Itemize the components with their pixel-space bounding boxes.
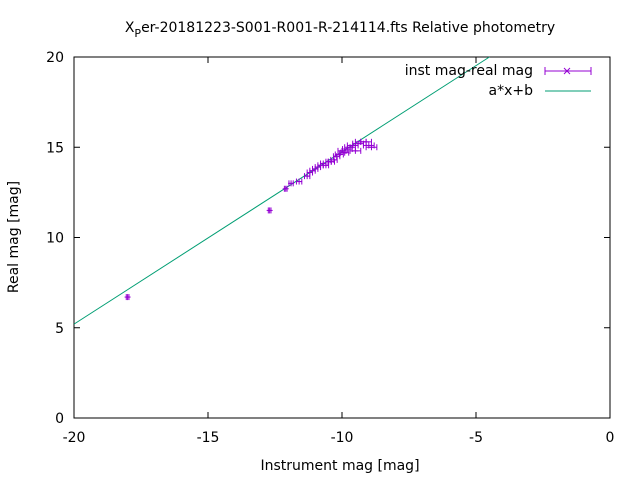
y-tick-label: 15 <box>46 140 64 156</box>
data-point <box>295 178 303 185</box>
x-axis: -20 -15 -10 -5 0 <box>63 57 615 446</box>
title-part-2: er-20181223-S001-R001-R-214114.fts Relat… <box>141 20 555 36</box>
data-point <box>288 180 295 187</box>
y-tick-label: 10 <box>46 231 64 247</box>
data-point <box>266 207 273 214</box>
y-tick-label: 5 <box>55 321 64 337</box>
x-tick-label: 0 <box>606 430 615 446</box>
data-point <box>360 138 372 145</box>
x-tick-label: -5 <box>469 430 483 446</box>
svg-text:XPer-20181223-S001-R001-R-2141: XPer-20181223-S001-R001-R-214114.fts Rel… <box>125 20 555 40</box>
y-tick-label: 0 <box>55 411 64 427</box>
title-part-1: X <box>125 20 135 36</box>
data-point <box>330 156 338 163</box>
data-point <box>124 294 131 301</box>
legend-label-points: inst mag-real mag <box>405 63 533 79</box>
data-points-series <box>124 138 378 301</box>
legend: inst mag-real mag a*x+b <box>405 63 592 99</box>
legend-label-line: a*x+b <box>489 83 534 99</box>
data-point <box>365 144 378 151</box>
chart-title: XPer-20181223-S001-R001-R-214114.fts Rel… <box>125 20 555 40</box>
data-point <box>282 185 289 192</box>
data-point <box>349 147 362 154</box>
data-point <box>340 149 350 156</box>
legend-swatch-points <box>544 67 592 75</box>
y-tick-label: 20 <box>46 50 64 66</box>
title-subscript: P <box>134 27 141 40</box>
plot-border <box>73 56 611 419</box>
fit-line-series <box>73 56 490 325</box>
y-axis-label: Real mag [mag] <box>6 181 22 293</box>
fit-line <box>73 56 490 325</box>
x-tick-label: -15 <box>197 430 220 446</box>
y-axis: 0 5 10 15 20 <box>46 50 610 427</box>
x-tick-label: -10 <box>331 430 354 446</box>
x-axis-label: Instrument mag [mag] <box>260 458 419 474</box>
x-tick-label: -20 <box>63 430 86 446</box>
